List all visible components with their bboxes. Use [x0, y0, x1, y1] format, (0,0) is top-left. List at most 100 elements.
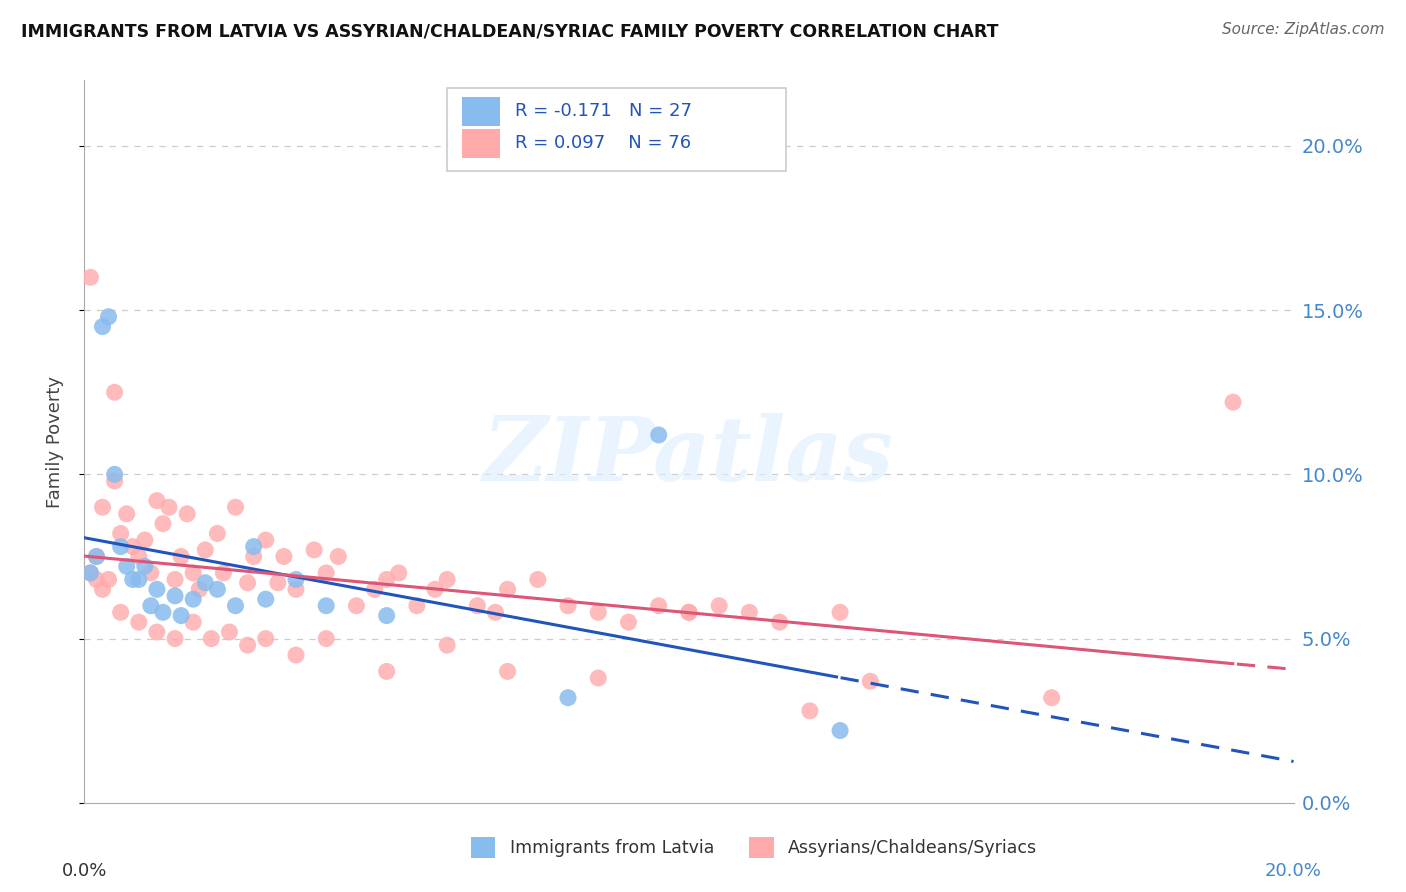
Text: R = -0.171   N = 27: R = -0.171 N = 27 — [515, 103, 692, 120]
Point — [423, 582, 446, 597]
Point — [769, 615, 792, 630]
Point — [436, 638, 458, 652]
Text: 0.0%: 0.0% — [62, 862, 107, 880]
Point — [406, 599, 429, 613]
Bar — [471, 837, 495, 858]
Point — [496, 665, 519, 679]
Point — [648, 599, 671, 613]
Point — [242, 549, 264, 564]
Point — [121, 573, 143, 587]
Point — [678, 605, 700, 619]
Point — [648, 428, 671, 442]
Point — [170, 549, 193, 564]
Point — [617, 615, 640, 630]
Text: R = 0.097    N = 76: R = 0.097 N = 76 — [515, 134, 690, 153]
Point — [110, 540, 132, 554]
Point — [115, 507, 138, 521]
Point — [194, 575, 217, 590]
Point — [375, 608, 398, 623]
Point — [799, 704, 821, 718]
Point — [110, 605, 132, 619]
Point — [212, 566, 235, 580]
Point — [86, 549, 108, 564]
Point — [128, 573, 150, 587]
Point — [79, 566, 101, 580]
Point — [188, 582, 211, 597]
Point — [436, 573, 458, 587]
Point — [467, 599, 489, 613]
Point — [588, 671, 610, 685]
Point — [315, 632, 337, 646]
Point — [134, 559, 156, 574]
Text: ZIPatlas: ZIPatlas — [484, 413, 894, 500]
Point — [121, 540, 143, 554]
Point — [91, 500, 114, 515]
Point — [1040, 690, 1063, 705]
Point — [165, 589, 187, 603]
Point — [86, 573, 108, 587]
Y-axis label: Family Poverty: Family Poverty — [45, 376, 63, 508]
Point — [273, 549, 295, 564]
Point — [194, 542, 217, 557]
Point — [86, 549, 108, 564]
Point — [207, 582, 229, 597]
Point — [218, 625, 240, 640]
Bar — [749, 837, 773, 858]
Point — [91, 582, 114, 597]
Point — [165, 632, 187, 646]
Point — [165, 573, 187, 587]
Point — [1222, 395, 1244, 409]
Bar — [461, 128, 501, 158]
Point — [146, 582, 169, 597]
Point — [139, 599, 162, 613]
Point — [254, 592, 277, 607]
Point — [709, 599, 731, 613]
Point — [859, 674, 882, 689]
Point — [267, 575, 290, 590]
Point — [152, 605, 174, 619]
Point — [181, 592, 204, 607]
Point — [557, 599, 579, 613]
Point — [225, 500, 247, 515]
Point — [139, 566, 162, 580]
Point — [157, 500, 180, 515]
Point — [104, 385, 127, 400]
Point — [588, 605, 610, 619]
Point — [285, 582, 308, 597]
Point — [152, 516, 174, 531]
Point — [146, 493, 169, 508]
Point — [346, 599, 368, 613]
Point — [375, 665, 398, 679]
Point — [242, 540, 264, 554]
Text: IMMIGRANTS FROM LATVIA VS ASSYRIAN/CHALDEAN/SYRIAC FAMILY POVERTY CORRELATION CH: IMMIGRANTS FROM LATVIA VS ASSYRIAN/CHALD… — [21, 22, 998, 40]
Point — [302, 542, 325, 557]
Point — [315, 566, 337, 580]
Point — [484, 605, 506, 619]
Point — [146, 625, 169, 640]
Point — [363, 582, 385, 597]
Point — [181, 615, 204, 630]
Point — [375, 573, 398, 587]
Point — [104, 467, 127, 482]
Point — [128, 549, 150, 564]
Point — [496, 582, 519, 597]
Point — [678, 605, 700, 619]
Point — [557, 690, 579, 705]
Point — [527, 573, 550, 587]
Point — [738, 605, 761, 619]
Point — [207, 526, 229, 541]
Point — [315, 599, 337, 613]
Point — [97, 573, 120, 587]
Point — [285, 648, 308, 662]
Point — [200, 632, 222, 646]
Point — [97, 310, 120, 324]
Point — [225, 599, 247, 613]
Text: 20.0%: 20.0% — [1265, 862, 1322, 880]
Point — [254, 632, 277, 646]
Point — [79, 270, 101, 285]
FancyBboxPatch shape — [447, 87, 786, 170]
Point — [181, 566, 204, 580]
Point — [91, 319, 114, 334]
Point — [830, 605, 852, 619]
Text: Assyrians/Chaldeans/Syriacs: Assyrians/Chaldeans/Syriacs — [789, 838, 1038, 856]
